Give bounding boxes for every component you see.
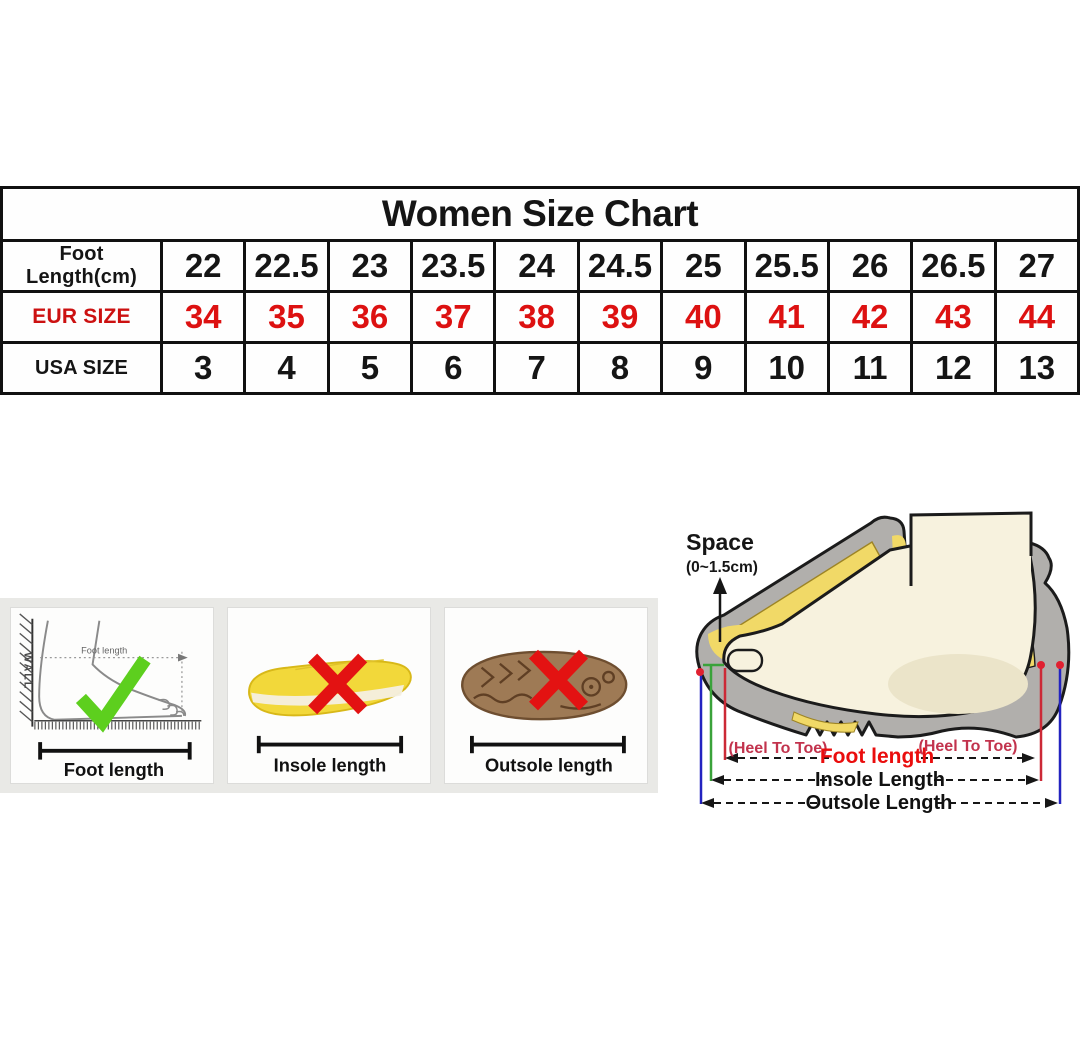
panel-caption: Foot length	[64, 759, 164, 780]
insole-length-arrows	[711, 775, 1039, 785]
ground-ruler	[34, 720, 202, 730]
size-cell: 26	[826, 239, 914, 293]
size-cell: 24.5	[576, 239, 664, 293]
size-cell: 24	[493, 239, 580, 293]
outsole-length-label: Outsole Length	[806, 792, 953, 814]
size-cell: 39	[576, 290, 664, 344]
size-cell: 23	[326, 239, 414, 293]
space-arrow	[713, 577, 727, 642]
heel-to-toe-left-label: (Heel To Toe)	[729, 740, 828, 757]
foot-length-dotted-guide	[40, 651, 188, 714]
length-bracket	[38, 742, 192, 760]
size-chart-table: Women Size Chart Foot Length(cm) 22 22.5…	[0, 186, 1080, 395]
size-cell: 23.5	[410, 239, 497, 293]
size-cell: 41	[743, 290, 830, 344]
foot-length-arrows	[725, 753, 1035, 763]
wall-label: WALL	[22, 652, 34, 690]
foot-length-inner-label: Foot length	[81, 646, 127, 656]
size-cell: 8	[576, 341, 664, 395]
panel-foot-length: WALL Foot length	[10, 607, 214, 784]
size-cell: 27	[993, 239, 1080, 293]
table-row-foot-length: Foot Length(cm) 22 22.5 23 23.5 24 24.5 …	[0, 239, 1080, 293]
size-cell: 42	[826, 290, 914, 344]
size-cell: 35	[243, 290, 330, 344]
size-cell: 40	[660, 290, 747, 344]
cross-icon	[308, 653, 368, 715]
big-toe	[726, 648, 764, 673]
size-cell: 11	[826, 341, 914, 395]
table-title-row: Women Size Chart	[0, 186, 1080, 242]
table-row-usa-size: USA SIZE 3 4 5 6 7 8 9 10 11 12 13	[0, 341, 1080, 395]
size-chart-title: Women Size Chart	[0, 186, 1080, 242]
size-cell: 6	[410, 341, 497, 395]
insole-length-label: Insole Length	[815, 769, 945, 791]
size-cell: 38	[493, 290, 580, 344]
size-cell: 34	[159, 290, 247, 344]
row-label-eur-size: EUR SIZE	[0, 290, 163, 344]
space-annotation: Space (0~1.5cm)	[686, 529, 758, 642]
foot-length-label: Foot length	[820, 745, 934, 768]
size-cell: 12	[910, 341, 997, 395]
size-cell: 10	[743, 341, 830, 395]
size-cell: 5	[326, 341, 414, 395]
heel-marker-dot	[1037, 661, 1045, 669]
space-range: (0~1.5cm)	[686, 559, 758, 576]
check-icon	[75, 655, 151, 733]
size-cell: 22.5	[243, 239, 330, 293]
row-label-foot-length: Foot Length(cm)	[0, 239, 163, 293]
size-cell: 13	[993, 341, 1080, 395]
panel-caption: Outsole length	[485, 754, 613, 775]
measure-lines	[696, 661, 1064, 804]
cross-icon	[528, 649, 589, 711]
size-cell: 9	[660, 341, 747, 395]
table-row-eur-size: EUR SIZE 34 35 36 37 38 39 40 41 42 43 4…	[0, 290, 1080, 344]
size-cell: 26.5	[910, 239, 997, 293]
leg-shape	[909, 511, 1033, 624]
size-cell: 7	[493, 341, 580, 395]
toe-marker-dot	[696, 668, 704, 676]
panel-insole-length: Insole length	[227, 607, 431, 784]
space-label: Space	[686, 529, 754, 555]
panel-outsole-length: Outsole length	[444, 607, 648, 784]
size-cell: 22	[159, 239, 247, 293]
size-cell: 3	[159, 341, 247, 395]
panel-caption: Insole length	[274, 754, 387, 775]
size-cell: 37	[410, 290, 497, 344]
wall-hatch	[19, 613, 34, 727]
row-label-usa-size: USA SIZE	[0, 341, 163, 395]
measurement-guide-strip: WALL Foot length	[0, 598, 658, 793]
shoe-measurement-diagram: Space (0~1.5cm)	[678, 466, 1080, 854]
length-bracket	[256, 735, 404, 754]
size-cell: 4	[243, 341, 330, 395]
heel-to-toe-right-label: (Heel To Toe)	[919, 738, 1018, 755]
size-cell: 36	[326, 290, 414, 344]
heel-pad-shading	[888, 654, 1028, 714]
outsole-length-arrows	[701, 798, 1058, 808]
back-marker-dot	[1056, 661, 1064, 669]
length-bracket	[470, 735, 626, 754]
size-cell: 44	[993, 290, 1080, 344]
size-cell: 43	[910, 290, 997, 344]
size-cell: 25.5	[743, 239, 830, 293]
size-cell: 25	[660, 239, 747, 293]
